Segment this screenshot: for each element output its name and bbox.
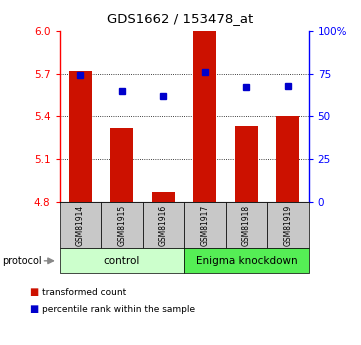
Text: percentile rank within the sample: percentile rank within the sample bbox=[42, 305, 195, 314]
Text: GSM81914: GSM81914 bbox=[76, 205, 85, 246]
Bar bbox=[193, 31, 216, 202]
Text: GSM81918: GSM81918 bbox=[242, 205, 251, 246]
Text: transformed count: transformed count bbox=[42, 288, 126, 297]
Text: GSM81916: GSM81916 bbox=[159, 205, 168, 246]
Bar bbox=[235, 126, 258, 202]
Text: ■: ■ bbox=[29, 287, 38, 297]
Text: GDS1662 / 153478_at: GDS1662 / 153478_at bbox=[107, 12, 254, 25]
Text: ■: ■ bbox=[29, 305, 38, 314]
Text: GSM81915: GSM81915 bbox=[117, 205, 126, 246]
Text: control: control bbox=[104, 256, 140, 266]
Bar bbox=[277, 116, 299, 202]
Text: protocol: protocol bbox=[2, 256, 42, 266]
Bar bbox=[152, 192, 175, 202]
Bar bbox=[110, 128, 133, 202]
Text: GSM81919: GSM81919 bbox=[283, 205, 292, 246]
Bar bbox=[69, 71, 92, 202]
Text: Enigma knockdown: Enigma knockdown bbox=[196, 256, 297, 266]
Text: GSM81917: GSM81917 bbox=[200, 205, 209, 246]
